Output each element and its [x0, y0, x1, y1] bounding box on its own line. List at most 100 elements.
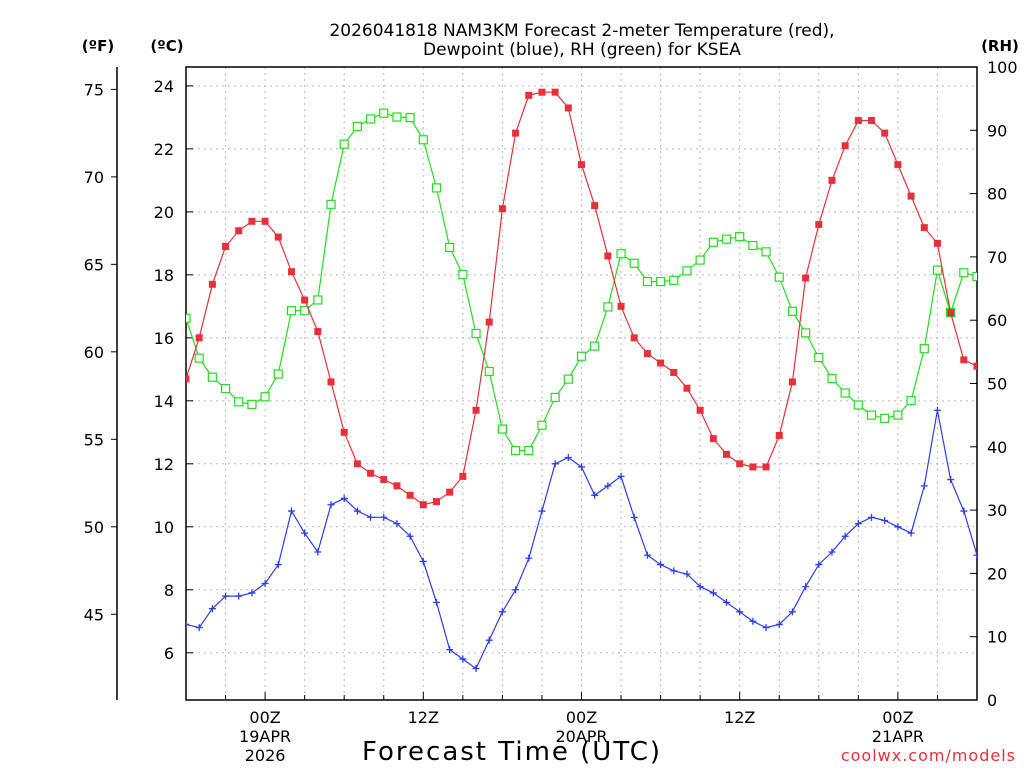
rh-point: [616, 249, 626, 259]
temperature-point: [274, 233, 282, 241]
temperature-point: [498, 205, 506, 213]
dewpoint-point: [564, 454, 572, 462]
dewpoint-point: [446, 646, 454, 654]
temperature-point: [815, 220, 823, 228]
chart-title-line1: 2026041818 NAM3KM Forecast 2-meter Tempe…: [329, 21, 834, 41]
rh-point: [721, 234, 732, 244]
dewpoint-point: [538, 507, 546, 515]
rh-point: [708, 237, 718, 247]
rh-tick-label: 0: [987, 691, 997, 710]
dewpoint-point: [485, 636, 493, 644]
series-relative-humidity: [186, 108, 977, 456]
fahrenheit-tick-label: 70: [84, 168, 104, 187]
dewpoint-point: [736, 608, 744, 616]
temperature-point: [446, 488, 454, 496]
rh-point: [880, 413, 890, 423]
rh-point: [590, 341, 600, 351]
rh-point: [326, 199, 336, 209]
dewpoint-point: [907, 529, 915, 537]
rh-unit-label: (RH): [981, 37, 1019, 55]
rh-point: [655, 276, 666, 287]
temperature-point: [287, 268, 295, 276]
dewpoint-point: [709, 589, 717, 597]
rh-tick-label: 70: [987, 248, 1007, 267]
rh-point: [972, 271, 977, 282]
dewpoint-point: [973, 551, 977, 559]
dewpoint-point: [815, 561, 823, 569]
celsius-tick-label: 14: [154, 392, 174, 411]
temperature-point: [195, 334, 203, 342]
rh-point: [313, 295, 323, 305]
dewpoint-point: [749, 617, 757, 625]
dewpoint-point: [472, 665, 480, 673]
dewpoint-point: [195, 624, 203, 632]
temperature-point: [525, 91, 533, 99]
temperature-point: [406, 491, 414, 499]
series-dewpoint: [186, 406, 977, 673]
rh-tick-label: 60: [987, 311, 1007, 330]
temperature-point: [393, 482, 401, 490]
temperature-point: [551, 88, 559, 96]
dewpoint-point: [419, 557, 427, 565]
temperature-point: [947, 309, 955, 317]
dewpoint-point: [670, 567, 678, 575]
celsius-tick-label: 18: [154, 266, 174, 285]
temperature-point: [709, 435, 717, 443]
dewpoint-point: [657, 561, 665, 569]
temperature-point: [723, 450, 731, 458]
celsius-tick-label: 20: [154, 203, 174, 222]
temperature-point: [208, 280, 216, 288]
axes: [111, 66, 978, 701]
rh-point: [445, 242, 455, 253]
temperature-point: [617, 302, 625, 310]
credit-text: coolwx.com/models: [841, 746, 1016, 765]
dewpoint-point: [868, 513, 876, 521]
celsius-tick-label: 16: [154, 329, 174, 348]
dewpoint-point: [947, 476, 955, 484]
rh-point: [906, 395, 916, 406]
dewpoint-point: [498, 608, 506, 616]
dewpoint-point: [643, 551, 651, 559]
temperature-point: [314, 328, 322, 336]
celsius-tick-label: 8: [164, 581, 174, 600]
dewpoint-point: [683, 570, 691, 578]
rh-point: [550, 392, 560, 403]
dewpoint-point: [723, 598, 731, 606]
dewpoint-point: [828, 548, 836, 556]
temperature-point: [261, 217, 269, 225]
temperature-point: [248, 217, 256, 225]
rh-point: [735, 232, 745, 242]
dewpoint-point: [854, 520, 862, 528]
temperature-point: [380, 476, 388, 484]
rh-point: [576, 351, 587, 361]
temperature-point: [670, 368, 678, 376]
rh-point: [603, 302, 613, 312]
dewpoint-point: [933, 406, 941, 414]
temperature-point: [538, 88, 546, 96]
temperature-point: [657, 359, 665, 367]
temperature-point: [683, 384, 691, 392]
dewpoint-point: [186, 620, 190, 628]
fahrenheit-tick-label: 50: [84, 518, 104, 537]
temperature-point: [512, 129, 520, 137]
temperature-point: [432, 498, 440, 506]
dewpoint-point: [222, 592, 230, 600]
chart-title-line2: Dewpoint (blue), RH (green) for KSEA: [423, 40, 741, 60]
rh-point: [893, 410, 903, 420]
rh-point: [919, 344, 929, 354]
rh-point: [365, 114, 376, 124]
x-tick-label-date: 21APR: [872, 727, 924, 746]
temperature-point: [696, 406, 704, 414]
temperature-point: [630, 334, 638, 342]
rh-tick-label: 100: [987, 58, 1018, 77]
dewpoint-point: [894, 523, 902, 531]
temperature-point: [591, 202, 599, 210]
x-tick-label-time: 12Z: [408, 708, 439, 727]
temperature-point: [643, 350, 651, 358]
temperature-point: [353, 460, 361, 468]
dewpoint-point: [920, 482, 928, 490]
rh-point: [247, 399, 257, 409]
dewpoint-point: [314, 548, 322, 556]
dewpoint-point: [762, 624, 770, 632]
dewpoint-point: [459, 655, 467, 663]
